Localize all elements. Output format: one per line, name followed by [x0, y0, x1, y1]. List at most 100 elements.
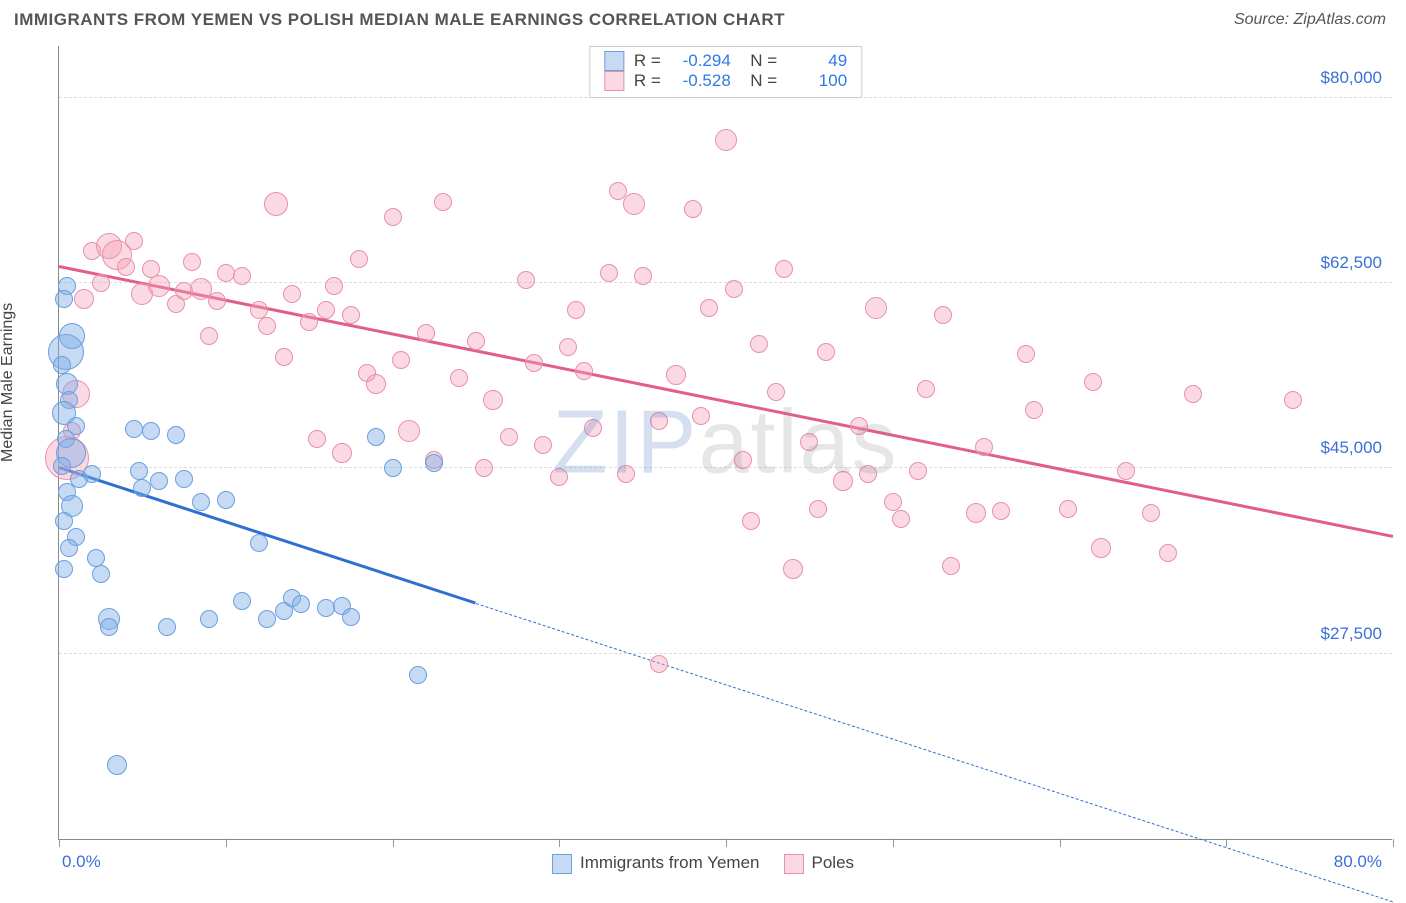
- gridline: [59, 282, 1392, 283]
- point-poles: [417, 324, 435, 342]
- point-yemen: [142, 422, 160, 440]
- point-poles: [392, 351, 410, 369]
- point-poles: [817, 343, 835, 361]
- point-yemen: [342, 608, 360, 626]
- y-tick-label: $45,000: [1321, 438, 1382, 458]
- point-poles: [398, 420, 420, 442]
- point-poles: [859, 465, 877, 483]
- point-poles: [183, 253, 201, 271]
- corr-swatch: [604, 71, 624, 91]
- legend-label-a: Immigrants from Yemen: [580, 853, 760, 872]
- corr-n-value: 49: [787, 51, 847, 71]
- regression-line: [59, 466, 477, 604]
- point-yemen: [92, 565, 110, 583]
- x-axis-min-label: 0.0%: [62, 852, 101, 872]
- point-poles: [1059, 500, 1077, 518]
- legend-swatch-b: [783, 854, 803, 874]
- legend-item-b: Poles: [783, 853, 854, 874]
- point-poles: [666, 365, 686, 385]
- gridline: [59, 653, 1392, 654]
- point-poles: [1084, 373, 1102, 391]
- point-poles: [650, 412, 668, 430]
- point-poles: [467, 332, 485, 350]
- point-yemen: [60, 539, 78, 557]
- point-poles: [308, 430, 326, 448]
- point-yemen: [55, 560, 73, 578]
- point-yemen: [53, 457, 71, 475]
- corr-r-value: -0.294: [671, 51, 731, 71]
- point-poles: [1117, 462, 1135, 480]
- x-tick: [1393, 839, 1394, 847]
- source-label: Source: ZipAtlas.com: [1234, 11, 1386, 29]
- legend-label-b: Poles: [811, 853, 854, 872]
- corr-r-value: -0.528: [671, 71, 731, 91]
- point-poles: [483, 390, 503, 410]
- point-yemen: [167, 426, 185, 444]
- corr-swatch: [604, 51, 624, 71]
- point-poles: [800, 433, 818, 451]
- point-yemen: [258, 610, 276, 628]
- x-tick: [226, 839, 227, 847]
- point-yemen: [53, 356, 71, 374]
- correlation-box: R =-0.294 N =49R =-0.528 N =100: [589, 46, 862, 98]
- point-poles: [750, 335, 768, 353]
- legend: Immigrants from Yemen Poles: [552, 853, 854, 874]
- point-poles: [1184, 385, 1202, 403]
- corr-n-label: N =: [741, 71, 777, 91]
- point-poles: [1025, 401, 1043, 419]
- point-yemen: [317, 599, 335, 617]
- corr-n-label: N =: [741, 51, 777, 71]
- point-yemen: [158, 618, 176, 636]
- point-yemen: [150, 472, 168, 490]
- point-poles: [992, 502, 1010, 520]
- point-yemen: [200, 610, 218, 628]
- x-tick: [893, 839, 894, 847]
- point-poles: [942, 557, 960, 575]
- point-poles: [634, 267, 652, 285]
- x-tick: [726, 839, 727, 847]
- x-tick: [559, 839, 560, 847]
- point-poles: [275, 348, 293, 366]
- point-poles: [450, 369, 468, 387]
- point-poles: [125, 232, 143, 250]
- point-poles: [434, 193, 452, 211]
- point-poles: [850, 417, 868, 435]
- point-poles: [384, 208, 402, 226]
- point-poles: [525, 354, 543, 372]
- point-poles: [534, 436, 552, 454]
- point-yemen: [133, 479, 151, 497]
- point-yemen: [217, 491, 235, 509]
- point-yemen: [175, 470, 193, 488]
- point-poles: [1017, 345, 1035, 363]
- point-poles: [500, 428, 518, 446]
- point-poles: [1284, 391, 1302, 409]
- point-poles: [892, 510, 910, 528]
- point-poles: [742, 512, 760, 530]
- point-poles: [767, 383, 785, 401]
- point-yemen: [233, 592, 251, 610]
- point-yemen: [250, 534, 268, 552]
- point-yemen: [409, 666, 427, 684]
- point-poles: [909, 462, 927, 480]
- point-yemen: [55, 512, 73, 530]
- legend-item-a: Immigrants from Yemen: [552, 853, 760, 874]
- point-poles: [600, 264, 618, 282]
- point-poles: [325, 277, 343, 295]
- point-poles: [650, 655, 668, 673]
- point-poles: [775, 260, 793, 278]
- point-poles: [342, 306, 360, 324]
- point-poles: [300, 313, 318, 331]
- point-poles: [233, 267, 251, 285]
- point-poles: [208, 292, 226, 310]
- point-yemen: [100, 618, 118, 636]
- y-axis-label: Median Male Earnings: [0, 303, 17, 462]
- x-tick: [393, 839, 394, 847]
- correlation-row: R =-0.294 N =49: [604, 51, 847, 71]
- point-poles: [884, 493, 902, 511]
- x-tick: [59, 839, 60, 847]
- point-poles: [550, 468, 568, 486]
- point-poles: [575, 362, 593, 380]
- point-poles: [92, 274, 110, 292]
- x-axis-max-label: 80.0%: [1334, 852, 1382, 872]
- y-tick-label: $80,000: [1321, 68, 1382, 88]
